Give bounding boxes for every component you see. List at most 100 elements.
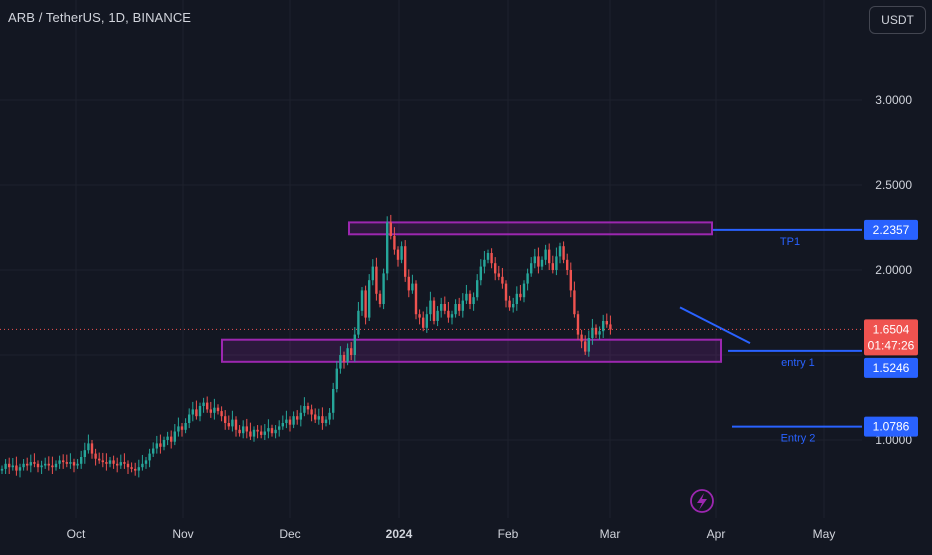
x-axis[interactable]: Oct Nov Dec 2024 Feb Mar Apr May bbox=[67, 527, 836, 541]
candle-body bbox=[224, 416, 227, 423]
price-label-box bbox=[864, 219, 918, 240]
candle-body bbox=[400, 246, 403, 260]
candle-body bbox=[213, 407, 216, 413]
candle-body bbox=[447, 310, 450, 318]
candle-body bbox=[483, 259, 486, 267]
candle-body bbox=[494, 263, 497, 274]
candle-body bbox=[584, 341, 587, 352]
candle-body bbox=[407, 276, 410, 291]
candle-body bbox=[177, 426, 180, 432]
countdown-label-text: 01:47:26 bbox=[868, 338, 915, 352]
candle-body bbox=[425, 314, 428, 328]
candle-body bbox=[454, 304, 457, 315]
candle-body bbox=[292, 416, 295, 425]
candle-body bbox=[40, 465, 43, 468]
price-label-box bbox=[864, 416, 918, 437]
candle-body bbox=[173, 431, 176, 442]
candle-body bbox=[303, 406, 306, 413]
candle-body bbox=[281, 423, 284, 427]
candle-body bbox=[134, 468, 137, 471]
symbol-title: ARB / TetherUS, 1D, BINANCE bbox=[8, 10, 192, 25]
candle-body bbox=[314, 414, 317, 420]
candle-body bbox=[36, 463, 40, 468]
candle-body bbox=[65, 462, 68, 464]
candle-body bbox=[540, 259, 544, 267]
price-label-text: 2.2357 bbox=[873, 223, 910, 237]
candle-body bbox=[306, 406, 310, 410]
candle-body bbox=[184, 423, 187, 430]
price-label-box bbox=[864, 319, 918, 356]
candle-body bbox=[418, 314, 421, 318]
candle-body bbox=[87, 443, 90, 451]
level-label: TP1 bbox=[780, 236, 800, 248]
candle-body bbox=[332, 389, 335, 413]
candle-body bbox=[576, 314, 580, 335]
candle-body bbox=[519, 293, 522, 298]
candle-body bbox=[285, 419, 288, 423]
candle-body bbox=[360, 290, 364, 311]
candle-body bbox=[123, 462, 126, 464]
candle-body bbox=[486, 253, 490, 260]
candle-body bbox=[548, 249, 551, 264]
y-tick-label: 2.0000 bbox=[875, 263, 912, 277]
candle-body bbox=[342, 355, 346, 362]
x-tick-label: Nov bbox=[172, 527, 193, 541]
candle-body bbox=[195, 409, 198, 417]
candle-body bbox=[422, 317, 425, 328]
candle-body bbox=[328, 412, 331, 420]
candle-body bbox=[278, 426, 281, 430]
candle-body bbox=[339, 355, 342, 369]
trendlines bbox=[679, 306, 751, 344]
candle-body bbox=[29, 462, 32, 466]
candle-body bbox=[468, 293, 472, 304]
candle-body bbox=[386, 222, 389, 274]
candle-body bbox=[375, 266, 378, 294]
candle-body bbox=[69, 462, 72, 464]
candle-body bbox=[249, 431, 252, 437]
candle-body bbox=[393, 236, 396, 250]
candle-body bbox=[382, 273, 385, 304]
lightning-icon[interactable] bbox=[690, 489, 714, 513]
candle-body bbox=[263, 431, 266, 435]
price-label-text: 1.6504 bbox=[873, 322, 910, 336]
candle-body bbox=[198, 406, 202, 417]
candle-body bbox=[573, 290, 576, 315]
candle-body bbox=[260, 431, 263, 435]
candle-body bbox=[80, 457, 83, 464]
level-label: entry 1 bbox=[781, 357, 815, 369]
candle-body bbox=[497, 273, 500, 277]
candle-body bbox=[54, 463, 58, 468]
candle-body bbox=[159, 443, 162, 447]
candle-body bbox=[591, 327, 594, 338]
candle-body bbox=[8, 463, 11, 468]
candle-body bbox=[440, 304, 443, 311]
candle-body bbox=[206, 402, 209, 410]
candle-body bbox=[602, 321, 605, 332]
candle-body bbox=[152, 448, 155, 454]
candle-body bbox=[231, 419, 234, 427]
candle-body bbox=[256, 429, 259, 432]
candle-body bbox=[166, 436, 169, 440]
price-label-text: 1.0786 bbox=[873, 420, 910, 434]
candle-body bbox=[44, 463, 47, 466]
candle-body bbox=[18, 467, 22, 471]
candle-body bbox=[274, 429, 277, 434]
candle-body bbox=[22, 463, 25, 468]
currency-button[interactable]: USDT bbox=[869, 6, 926, 34]
candle-body bbox=[245, 426, 248, 432]
candle-body bbox=[130, 467, 133, 469]
candle-body bbox=[350, 348, 353, 355]
candle-body bbox=[26, 463, 29, 466]
candle-body bbox=[76, 463, 79, 466]
candle-body bbox=[411, 283, 414, 291]
candle-body bbox=[562, 246, 565, 260]
candle-body bbox=[94, 453, 97, 459]
candle-body bbox=[458, 304, 461, 311]
candle-body bbox=[432, 300, 436, 321]
candle-body bbox=[101, 460, 104, 463]
candle-body bbox=[216, 407, 220, 412]
x-tick-label: Mar bbox=[600, 527, 621, 541]
